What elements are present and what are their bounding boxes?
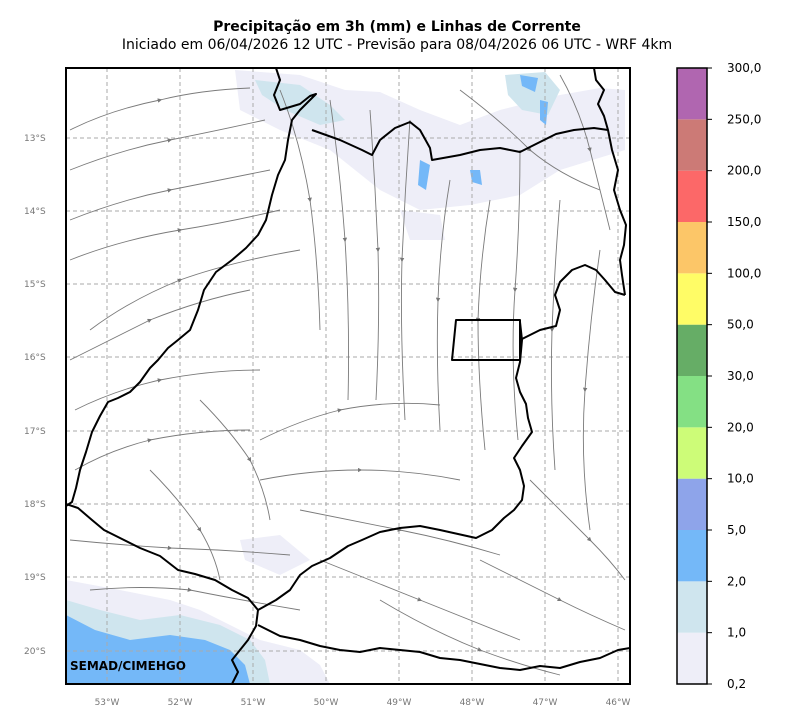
lon-label: 51°W	[241, 698, 266, 708]
lon-label: 48°W	[460, 698, 485, 708]
colorbar-segment	[677, 170, 707, 222]
lat-label: 19°S	[24, 573, 46, 583]
lat-label: 14°S	[24, 207, 46, 217]
colorbar-segment	[677, 632, 707, 684]
plot-frame	[65, 67, 631, 685]
colorbar-label: 10,0	[727, 472, 754, 486]
colorbar-segment	[677, 427, 707, 479]
lat-label: 13°S	[24, 134, 46, 144]
credit-label: SEMAD/CIMEHGO	[70, 659, 186, 673]
colorbar-segment	[677, 324, 707, 376]
colorbar-segment	[677, 376, 707, 428]
colorbar: 0,2 1,0 2,0 5,0 10,0 20,0 30,0 50,0 100,0 150,0 20…	[676, 61, 761, 691]
colorbar-label: 50,0	[727, 318, 754, 332]
colorbar-label: 300,0	[727, 61, 761, 75]
lon-label: 49°W	[387, 698, 412, 708]
colorbar-segment	[677, 222, 707, 274]
colorbar-label: 20,0	[727, 420, 754, 434]
grid-lines	[66, 68, 630, 684]
colorbar-label: 150,0	[727, 215, 761, 229]
colorbar-label: 200,0	[727, 164, 761, 178]
lon-label: 47°W	[533, 698, 558, 708]
colorbar-segment	[677, 581, 707, 633]
colorbar-label: 100,0	[727, 266, 761, 280]
colorbar-segment	[677, 119, 707, 171]
colorbar-label: 2,0	[727, 574, 746, 588]
colorbar-label: 0,2	[727, 677, 746, 691]
lat-label: 15°S	[24, 280, 46, 290]
colorbar-label: 5,0	[727, 523, 746, 537]
colorbar-label: 250,0	[727, 112, 761, 126]
colorbar-segment	[677, 273, 707, 325]
colorbar-label: 30,0	[727, 369, 754, 383]
lat-label: 17°S	[24, 427, 46, 437]
lon-label: 53°W	[95, 698, 120, 708]
longitude-axis: 53°W 52°W 51°W 50°W 49°W 48°W 47°W 46°W	[95, 698, 631, 708]
lon-label: 52°W	[168, 698, 193, 708]
lat-label: 16°S	[24, 353, 46, 363]
lon-label: 50°W	[314, 698, 339, 708]
colorbar-segment	[677, 478, 707, 530]
lat-label: 20°S	[24, 647, 46, 657]
map-subtitle: Iniciado em 06/04/2026 12 UTC - Previsão…	[121, 37, 673, 53]
state-borders	[66, 68, 630, 684]
lat-label: 18°S	[24, 500, 46, 510]
colorbar-label: 1,0	[727, 626, 746, 640]
colorbar-segment	[677, 68, 707, 120]
precip-shading	[66, 70, 625, 684]
latitude-axis: 13°S 14°S 15°S 16°S 17°S 18°S 19°S 20°S	[24, 134, 46, 657]
map-title: Precipitação em 3h (mm) e Linhas de Corr…	[213, 19, 581, 35]
colorbar-segment	[677, 530, 707, 582]
lon-label: 46°W	[606, 698, 631, 708]
